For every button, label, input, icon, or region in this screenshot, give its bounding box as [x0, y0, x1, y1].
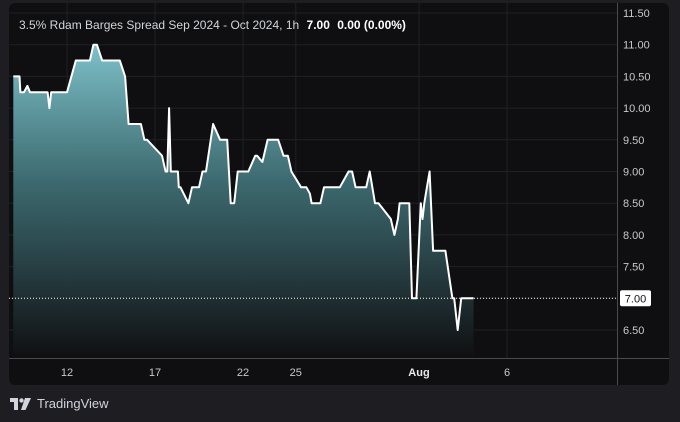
- price-chart[interactable]: 11.50 11.00 10.50 10.00 9.50 9.00 8.50 8.00 7.50…: [9, 3, 669, 385]
- y-tick-label: 8.50: [623, 198, 644, 210]
- x-tick-label: Aug: [408, 367, 429, 379]
- legend-change: 0.00 (0.00%): [337, 18, 406, 32]
- chart-legend: 3.5% Rdam Barges Spread Sep 2024 - Oct 2…: [19, 18, 406, 32]
- x-tick-label: 6: [504, 367, 510, 379]
- y-tick-label: 9.00: [623, 167, 644, 179]
- x-tick-label: 22: [237, 367, 249, 379]
- legend-title: 3.5% Rdam Barges Spread Sep 2024 - Oct 2…: [19, 18, 300, 32]
- y-tick-label: 11.50: [623, 8, 650, 20]
- y-tick-label: 6.50: [623, 325, 644, 337]
- x-tick-label: 17: [149, 367, 161, 379]
- legend-last-value: 7.00: [306, 18, 330, 32]
- tradingview-logo-icon: [10, 397, 31, 410]
- last-price-tag-bg: [620, 290, 651, 307]
- y-tick-label: 7.50: [623, 262, 644, 274]
- y-tick-label: 8.00: [623, 230, 644, 242]
- time-axis[interactable]: 12 17 22 25 Aug 6: [61, 367, 510, 379]
- y-tick-label: 11.00: [623, 40, 650, 52]
- series-line: [13, 43, 474, 331]
- tradingview-logo[interactable]: TradingView: [10, 396, 109, 411]
- y-tick-label: 10.50: [623, 71, 651, 83]
- y-tick-label: 9.50: [623, 135, 644, 147]
- last-price-tag: 7.00: [620, 290, 651, 307]
- brand-name: TradingView: [37, 396, 109, 411]
- x-tick-label: 12: [61, 367, 73, 379]
- last-price-tag-label: 7.00: [625, 293, 646, 305]
- x-tick-label: 25: [290, 367, 302, 379]
- y-tick-label: 10.00: [623, 103, 651, 115]
- chart-frame[interactable]: 11.50 11.00 10.50 10.00 9.50 9.00 8.50 8.00 7.50…: [9, 3, 669, 385]
- price-axis[interactable]: 11.50 11.00 10.50 10.00 9.50 9.00 8.50 8.00 7.50…: [623, 8, 651, 337]
